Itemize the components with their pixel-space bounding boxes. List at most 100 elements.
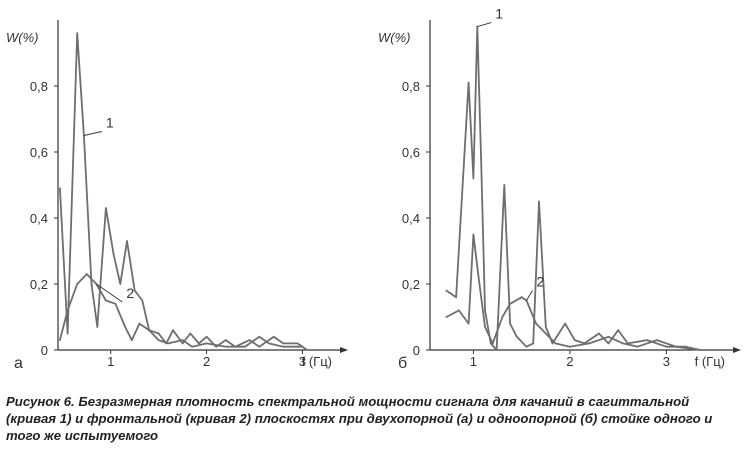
series-2-point xyxy=(85,273,88,275)
figure-caption: Рисунок 6. Безразмерная плотность спектр… xyxy=(6,394,713,443)
series-1-point xyxy=(76,32,79,35)
series-1-point xyxy=(495,349,498,351)
series-1-point xyxy=(215,345,218,348)
series-2-point xyxy=(636,345,639,348)
series-2-point xyxy=(655,339,658,341)
y-tick-label: 0,8 xyxy=(30,79,48,94)
series-1-point xyxy=(665,345,668,348)
series-1-point xyxy=(564,322,566,325)
series-2-point xyxy=(699,349,702,351)
series-1-point xyxy=(172,329,174,332)
series-1-point xyxy=(105,207,107,210)
series-1-point xyxy=(455,296,457,299)
series-1-point xyxy=(306,349,309,351)
series-1-point xyxy=(66,332,69,335)
series-2-point xyxy=(124,326,126,328)
x-axis-label: f (Гц) xyxy=(302,354,332,369)
series-2-point xyxy=(258,335,261,338)
panel-label: б xyxy=(398,355,407,372)
series-2-point xyxy=(130,339,133,341)
series-2-point xyxy=(66,309,69,312)
series-1-point xyxy=(282,342,285,345)
series-1-point xyxy=(258,345,261,348)
series-2-point xyxy=(554,342,557,345)
y-tick-label: 0,2 xyxy=(402,277,420,292)
series-2-point xyxy=(301,345,304,348)
series-1-point xyxy=(224,339,227,341)
y-tick-label: 0,2 xyxy=(30,277,48,292)
series-2-point xyxy=(282,345,285,348)
series-2-point xyxy=(509,302,511,305)
series-1-point xyxy=(472,177,475,180)
series-1-point xyxy=(532,342,535,345)
series-2-point xyxy=(148,329,150,332)
series-1-point xyxy=(157,332,160,335)
series-1-point xyxy=(112,253,115,256)
y-tick-label: 0,4 xyxy=(30,211,48,226)
series-1-point xyxy=(544,326,547,328)
y-tick-label: 0,4 xyxy=(402,211,420,226)
curve-label: 2 xyxy=(126,285,134,301)
series-2-point xyxy=(491,342,494,345)
x-tick-label: 1 xyxy=(470,354,477,369)
series-1-point xyxy=(296,342,299,345)
series-2-point xyxy=(167,342,170,345)
x-axis-arrow xyxy=(733,347,741,353)
series-2-point xyxy=(588,342,591,345)
y-tick-label: 0,8 xyxy=(402,79,420,94)
series-2-point xyxy=(472,233,475,236)
curve-label-leader xyxy=(477,22,492,28)
series-2-point xyxy=(114,302,117,305)
series-2-point xyxy=(535,322,538,325)
series-1-point xyxy=(503,184,506,186)
series-1-point xyxy=(573,339,576,341)
series-1-line xyxy=(59,32,308,351)
series-2-point xyxy=(181,339,184,341)
series-2-point xyxy=(544,332,547,335)
series-1-point xyxy=(96,326,99,328)
series-1-point xyxy=(597,332,600,335)
series-2-point xyxy=(458,309,460,312)
y-axis-label: W(%) xyxy=(6,30,39,45)
curve-label-leader xyxy=(526,290,533,301)
y-tick-label: 0,6 xyxy=(402,145,420,160)
series-2-point xyxy=(467,322,470,325)
y-tick-label: 0 xyxy=(41,343,48,358)
series-1-point xyxy=(484,309,486,312)
series-1-point xyxy=(551,342,554,345)
series-1-point xyxy=(489,342,492,345)
series-2-point xyxy=(224,345,227,348)
series-2-point xyxy=(607,335,610,338)
series-1-point xyxy=(59,187,61,190)
series-2-point xyxy=(138,322,141,325)
curve-label: 2 xyxy=(536,274,544,290)
series-2-line xyxy=(445,233,701,351)
series-1-point xyxy=(248,339,251,341)
curve-label: 1 xyxy=(106,115,114,131)
series-1-point xyxy=(617,329,620,332)
series-1-point xyxy=(525,345,528,348)
series-1-line xyxy=(445,25,701,351)
panel-label: а xyxy=(14,355,23,372)
series-1-point xyxy=(189,332,192,335)
x-tick-label: 2 xyxy=(203,354,210,369)
series-1-point xyxy=(607,342,610,345)
x-axis-label: f (Гц) xyxy=(695,354,725,369)
series-1-point xyxy=(133,289,136,292)
series-1-point xyxy=(467,81,470,84)
series-1-point xyxy=(181,342,184,345)
series-2-point xyxy=(622,342,624,345)
y-tick-label: 0 xyxy=(413,343,420,358)
x-tick-label: 3 xyxy=(663,354,670,369)
figure: 0 0,2 0,4 0,6 0,8 1 2 3 W(%) f (Гц) а 1 2 0 0,2 0,4 0,6… xyxy=(6,6,741,372)
series-1-point xyxy=(480,157,483,160)
series-1-point xyxy=(197,342,200,345)
series-1-point xyxy=(515,335,518,338)
series-2-point xyxy=(59,339,61,341)
series-2-line xyxy=(59,273,303,348)
series-2-point xyxy=(501,316,504,318)
series-1-point xyxy=(205,335,208,338)
chart-panel-b: 0 0,2 0,4 0,6 0,8 1 2 3 W(%) f (Гц) б 1 2 xyxy=(378,6,741,372)
x-tick-label: 2 xyxy=(566,354,573,369)
series-2-point xyxy=(205,342,208,345)
